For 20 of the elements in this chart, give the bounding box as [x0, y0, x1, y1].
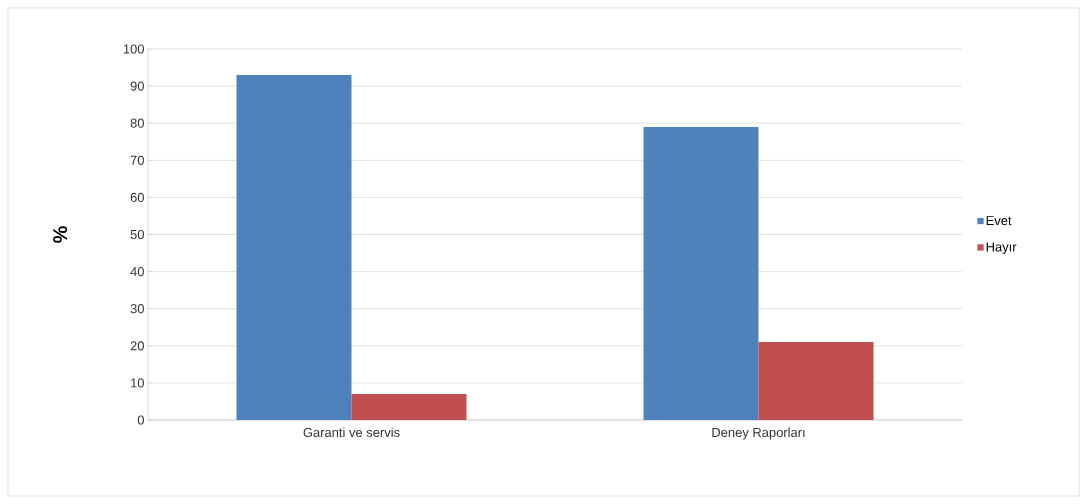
- legend-label: Hayır: [986, 242, 1017, 255]
- y-tick-label: 0: [137, 415, 144, 425]
- y-tick-label: 100: [123, 44, 144, 54]
- bar: [758, 342, 874, 420]
- legend-label: Evet: [986, 216, 1012, 226]
- y-axis-title: %: [53, 226, 68, 243]
- bar: [351, 394, 467, 420]
- y-tick-label: 10: [131, 378, 144, 388]
- bar: [643, 126, 759, 420]
- y-tick-label: 40: [130, 267, 144, 277]
- y-tick-label: 60: [130, 192, 144, 202]
- y-tick-label: 80: [130, 118, 144, 128]
- x-tick-label: Deney Raporları: [712, 427, 805, 440]
- y-tick-label: 70: [130, 155, 144, 165]
- y-tick-label: 20: [130, 341, 144, 351]
- y-tick-label: 50: [130, 229, 144, 240]
- y-tick-label: 30: [130, 304, 144, 314]
- y-tick-label: 90: [130, 81, 144, 91]
- bar: [236, 74, 352, 420]
- x-tick-label: Garanti ve servis: [303, 427, 400, 438]
